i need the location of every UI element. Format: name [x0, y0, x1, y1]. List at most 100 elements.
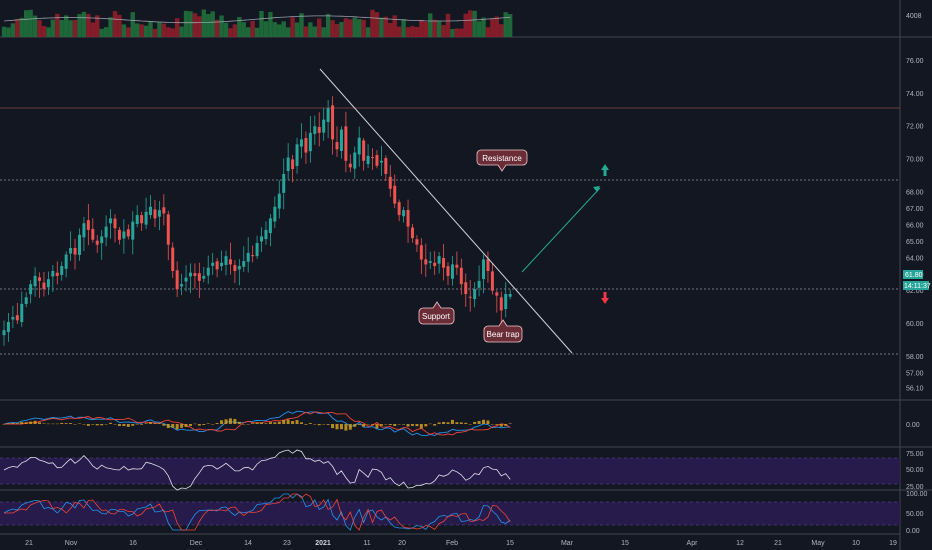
candle-body-78: [348, 163, 352, 168]
macd-histogram-bar-68: [304, 424, 308, 425]
candle-body-69: [308, 132, 312, 152]
macd-histogram-bar-100: [446, 422, 450, 424]
volume-bar-74: [330, 20, 335, 37]
macd-histogram-bar-75: [335, 424, 339, 430]
macd-histogram-bar-65: [291, 421, 295, 424]
rsi-line: [3, 449, 511, 491]
macd-histogram-bar-5: [24, 422, 28, 424]
macd-histogram-bar-3: [15, 423, 19, 424]
volume-bar-49: [219, 15, 224, 38]
volume-bar-97: [432, 19, 437, 37]
time-tick-10: 15: [506, 540, 514, 547]
candle-body-14: [64, 254, 68, 269]
volume-bar-90: [401, 19, 406, 37]
macd-histogram-bar-79: [353, 424, 357, 427]
countdown-badge: 14:11:37: [903, 281, 931, 290]
candle-body-64: [286, 157, 290, 172]
macd-histogram-bar-42: [188, 424, 192, 426]
time-tick-0: 21: [25, 540, 33, 547]
volume-bar-75: [334, 24, 340, 37]
candle-body-9: [42, 282, 46, 290]
volume-bar-23: [103, 27, 109, 37]
candle-body-63: [282, 173, 286, 193]
resistance-callout[interactable]: Resistance: [476, 149, 528, 172]
candle-body-111: [495, 292, 499, 296]
time-tick-6: 2021: [315, 540, 331, 547]
candle-body-98: [437, 256, 441, 264]
candle-body-44: [197, 273, 201, 281]
volume-bar-42: [188, 11, 193, 37]
macd-histogram-bar-109: [486, 420, 490, 424]
volume-bar-107: [476, 21, 482, 37]
candle-body-67: [299, 139, 303, 147]
target-path-arrowhead: [593, 186, 600, 192]
volume-bar-68: [303, 26, 309, 37]
candle-body-99: [442, 257, 446, 268]
volume-bar-2: [10, 23, 16, 37]
candle-body-107: [477, 280, 481, 288]
volume-bar-67: [299, 13, 304, 37]
time-tick-9: Feb: [446, 540, 458, 547]
candle-body-88: [393, 185, 397, 204]
candlesticks: [2, 96, 512, 346]
candle-body-61: [273, 206, 277, 222]
volume-bar-45: [201, 9, 206, 37]
macd-histogram-bar-46: [206, 423, 210, 424]
rsi-band: [0, 458, 900, 484]
volume-bar-7: [32, 15, 38, 37]
bear-trap-callout[interactable]: Bear trap: [483, 319, 523, 343]
candle-body-45: [202, 275, 206, 279]
macd-histogram-bar-30: [135, 424, 139, 425]
candle-body-30: [135, 215, 139, 224]
time-tick-5: 23: [283, 540, 291, 547]
time-tick-11: Mar: [561, 540, 574, 547]
candle-body-91: [406, 209, 410, 227]
indicator-lines: [2, 410, 512, 531]
volume-bar-17: [77, 14, 82, 37]
macd-histogram-bar-15: [69, 423, 73, 424]
volume-bar-44: [197, 16, 202, 37]
macd-histogram-bar-105: [468, 424, 472, 425]
candle-body-18: [82, 223, 86, 238]
volume-bar-48: [214, 19, 220, 37]
volume-average-line: [3, 15, 511, 24]
candle-body-28: [126, 229, 130, 237]
support-callout[interactable]: Support: [418, 301, 455, 325]
rsi-tick-1: 50.00: [906, 467, 924, 474]
candle-body-62: [277, 193, 281, 209]
volume-bar-26: [117, 14, 122, 37]
candle-body-50: [224, 256, 228, 265]
candle-body-21: [95, 240, 99, 245]
volume-bar-103: [459, 28, 464, 37]
macd-histogram-bar-54: [242, 424, 246, 425]
macd-histogram-bar-27: [122, 424, 126, 427]
macd-histogram-bar-61: [273, 422, 277, 424]
volume-bar-104: [463, 13, 468, 37]
candle-body-11: [51, 270, 55, 277]
current-price-value: 61.80: [905, 272, 923, 279]
macd-histogram-bar-45: [202, 424, 206, 425]
volume-bar-47: [210, 11, 215, 37]
time-axis[interactable]: 21 Nov 16 Dec 14 23 2021 11 20 Feb 15 Mar 15 Apr 12 21 M…: [25, 540, 897, 547]
price-tick-5: 67.00: [906, 206, 924, 213]
price-tick-10: 62.00: [906, 288, 924, 295]
candle-body-74: [331, 105, 335, 140]
price-tick-14: 56.10: [906, 385, 924, 392]
price-tick-6: 66.00: [906, 222, 924, 229]
macd-histogram-bar-72: [322, 424, 326, 425]
candle-body-100: [446, 266, 450, 276]
macd-histogram-bar-41: [184, 424, 188, 427]
volume-bar-40: [179, 26, 184, 37]
candle-body-104: [464, 282, 468, 295]
candle-body-4: [20, 303, 24, 323]
macd-axis-label: 0.00: [906, 422, 920, 429]
volume-bar-43: [192, 13, 198, 37]
volume-bar-83: [370, 9, 375, 37]
current-price-badge: 61.80: [903, 270, 923, 279]
macd-histogram-bar-56: [251, 423, 255, 424]
macd-histogram-bar-34: [153, 423, 157, 424]
macd-histogram-bar-94: [419, 424, 423, 429]
volume-bar-76: [339, 22, 344, 37]
